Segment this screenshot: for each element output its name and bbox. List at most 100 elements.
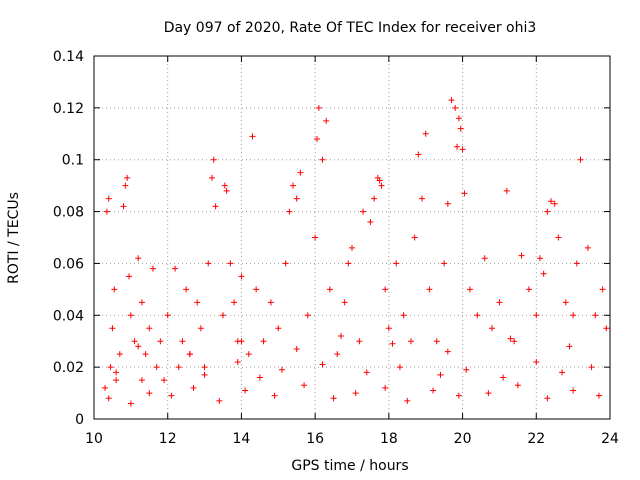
data-point xyxy=(297,169,304,176)
y-tick-label: 0.04 xyxy=(53,308,84,324)
data-point xyxy=(161,377,168,384)
data-point xyxy=(588,364,595,371)
data-point xyxy=(400,312,407,319)
data-point xyxy=(102,384,109,391)
data-point xyxy=(559,369,566,376)
data-point xyxy=(457,125,464,132)
data-point xyxy=(496,299,503,306)
data-point xyxy=(120,203,127,210)
data-point xyxy=(570,387,577,394)
y-axis-label: ROTI / TECUs xyxy=(6,192,22,284)
data-point xyxy=(592,312,599,319)
data-point xyxy=(463,366,470,373)
data-point xyxy=(221,182,228,189)
data-point xyxy=(293,345,300,352)
data-point xyxy=(116,351,123,358)
data-point xyxy=(197,325,204,332)
y-tick-label: 0.12 xyxy=(53,101,84,117)
data-point xyxy=(149,265,156,272)
x-tick-label: 20 xyxy=(454,431,472,447)
data-point xyxy=(481,255,488,262)
data-point xyxy=(577,156,584,163)
data-point xyxy=(459,146,466,153)
data-point xyxy=(518,252,525,259)
data-point xyxy=(548,198,555,205)
data-point xyxy=(201,364,208,371)
data-point xyxy=(411,234,418,241)
data-point xyxy=(326,286,333,293)
data-point xyxy=(293,195,300,202)
data-point xyxy=(555,234,562,241)
data-point xyxy=(349,244,355,251)
x-tick-label: 22 xyxy=(527,431,545,447)
data-point xyxy=(146,390,153,397)
data-point xyxy=(533,358,540,365)
axis-ticks xyxy=(93,55,611,420)
data-point xyxy=(290,182,297,189)
data-point xyxy=(194,299,201,306)
data-point xyxy=(201,371,208,378)
data-point xyxy=(312,234,319,241)
data-point xyxy=(172,265,179,272)
y-tick-label: 0 xyxy=(75,412,84,428)
data-point xyxy=(514,382,521,389)
data-point xyxy=(275,325,282,332)
data-point xyxy=(124,174,131,181)
data-point xyxy=(382,286,389,293)
data-point xyxy=(127,400,134,407)
data-point xyxy=(304,312,311,319)
data-point xyxy=(315,104,322,111)
data-point xyxy=(234,358,241,365)
data-point xyxy=(595,392,602,399)
data-point xyxy=(415,151,422,158)
x-axis-label: GPS time / hours xyxy=(291,458,408,474)
data-point xyxy=(330,395,337,402)
data-point xyxy=(376,177,383,184)
y-tick-label: 0.08 xyxy=(53,205,84,221)
data-point xyxy=(105,195,112,202)
data-point xyxy=(179,338,186,345)
data-point xyxy=(441,260,448,267)
x-tick-label: 24 xyxy=(601,431,619,447)
data-point xyxy=(175,364,182,371)
data-point xyxy=(168,392,175,399)
data-point xyxy=(448,97,455,104)
data-point xyxy=(455,115,462,122)
data-point xyxy=(345,260,352,267)
data-point xyxy=(122,182,129,189)
data-point xyxy=(503,187,510,194)
data-point xyxy=(190,384,197,391)
data-point xyxy=(186,351,193,358)
data-point xyxy=(536,255,543,262)
plot-frame xyxy=(93,55,611,420)
data-point xyxy=(210,156,217,163)
data-point xyxy=(382,384,389,391)
data-point xyxy=(396,364,403,371)
data-point xyxy=(437,371,444,378)
data-point xyxy=(455,392,462,399)
data-point xyxy=(103,208,110,215)
data-point xyxy=(138,299,145,306)
data-point xyxy=(474,312,481,319)
data-point xyxy=(238,273,245,280)
data-point xyxy=(540,270,547,277)
data-point xyxy=(135,343,142,350)
data-point xyxy=(319,156,326,163)
data-point xyxy=(426,286,433,293)
data-point xyxy=(507,335,514,342)
data-point xyxy=(138,377,145,384)
data-point xyxy=(371,195,378,202)
data-point xyxy=(404,397,411,404)
data-point xyxy=(341,299,348,306)
data-point xyxy=(385,325,392,332)
data-point xyxy=(153,364,160,371)
data-point xyxy=(525,286,532,293)
data-point xyxy=(389,340,396,347)
data-point xyxy=(216,397,223,404)
data-point xyxy=(454,143,461,150)
x-tick-label: 10 xyxy=(85,431,103,447)
data-point xyxy=(131,338,138,345)
data-point xyxy=(533,312,540,319)
data-point xyxy=(111,286,118,293)
data-point xyxy=(208,174,215,181)
